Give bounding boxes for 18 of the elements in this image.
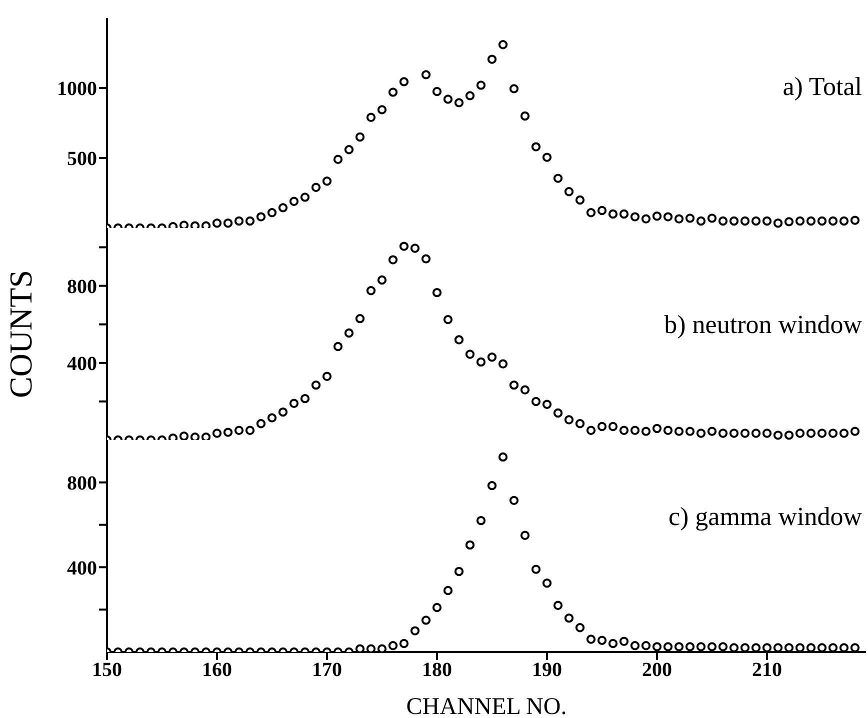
y-tick-label: 500 bbox=[67, 148, 97, 170]
text: b) neutron window bbox=[664, 310, 862, 340]
y-tick-label: 400 bbox=[67, 557, 97, 580]
text: a) Total bbox=[782, 72, 862, 102]
x-tick-label: 160 bbox=[202, 659, 232, 682]
y-tick-label: 400 bbox=[67, 353, 97, 376]
text: c) gamma window bbox=[668, 502, 862, 532]
x-axis-title: CHANNEL NO. bbox=[406, 694, 567, 718]
x-tick-label: 190 bbox=[532, 659, 562, 682]
x-tick-label: 150 bbox=[92, 659, 122, 682]
x-tick-label: 180 bbox=[422, 659, 452, 682]
y-tick-label: 1000 bbox=[57, 78, 97, 100]
y-axis-title: COUNTS bbox=[2, 270, 38, 398]
x-tick-label: 210 bbox=[752, 659, 782, 682]
y-tick-label: 800 bbox=[67, 472, 97, 494]
x-tick-label: 200 bbox=[642, 659, 672, 682]
y-tick-label: 800 bbox=[67, 276, 97, 298]
x-tick-label: 170 bbox=[312, 659, 342, 682]
